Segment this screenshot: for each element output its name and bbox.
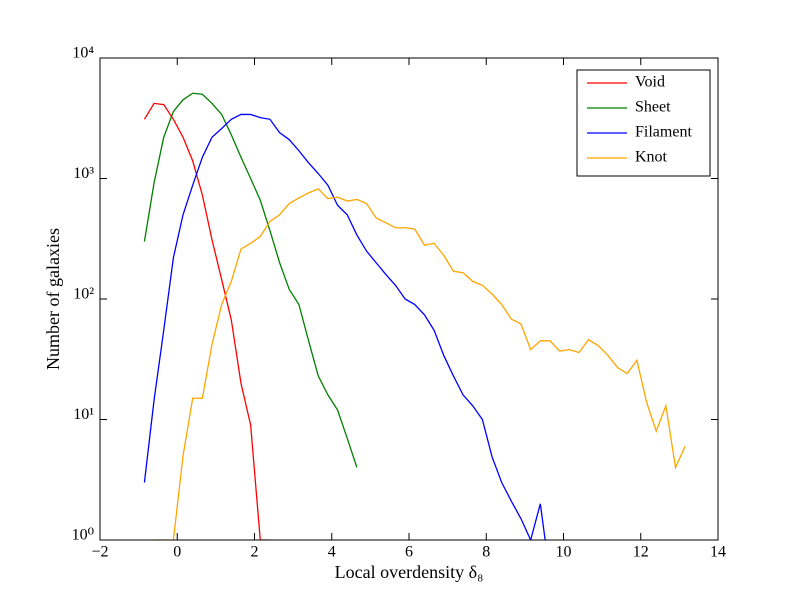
legend-label: Knot [635, 149, 668, 166]
y-tick-label: 10¹ [73, 406, 94, 423]
legend-label: Sheet [635, 99, 671, 116]
x-tick-label: −2 [91, 544, 108, 561]
x-tick-label: 14 [710, 544, 726, 561]
x-axis-label: Local overdensity δ₈ [335, 562, 484, 582]
plot-lines [143, 92, 686, 540]
y-tick-label: 10³ [73, 165, 94, 182]
x-tick-label: 6 [405, 544, 413, 561]
x-tick-label: 12 [633, 544, 649, 561]
y-axis-label: Number of galaxies [43, 228, 63, 370]
legend-label: Filament [635, 124, 692, 141]
x-tick-label: 10 [556, 544, 572, 561]
series-line [143, 113, 546, 540]
series-line [143, 92, 358, 468]
y-tick-label: 10² [73, 286, 94, 303]
legend: Void Sheet Filament Knot [576, 69, 711, 177]
y-tick-label: 10⁴ [72, 45, 94, 62]
series-line [143, 102, 270, 540]
x-tick-label: 2 [251, 544, 259, 561]
x-tick-label: 8 [482, 544, 490, 561]
x-tick-label: 4 [328, 544, 336, 561]
y-tick-label: 10⁰ [72, 527, 94, 544]
series-line [154, 188, 686, 540]
x-tick-label: 0 [173, 544, 181, 561]
legend-label: Void [635, 74, 665, 91]
